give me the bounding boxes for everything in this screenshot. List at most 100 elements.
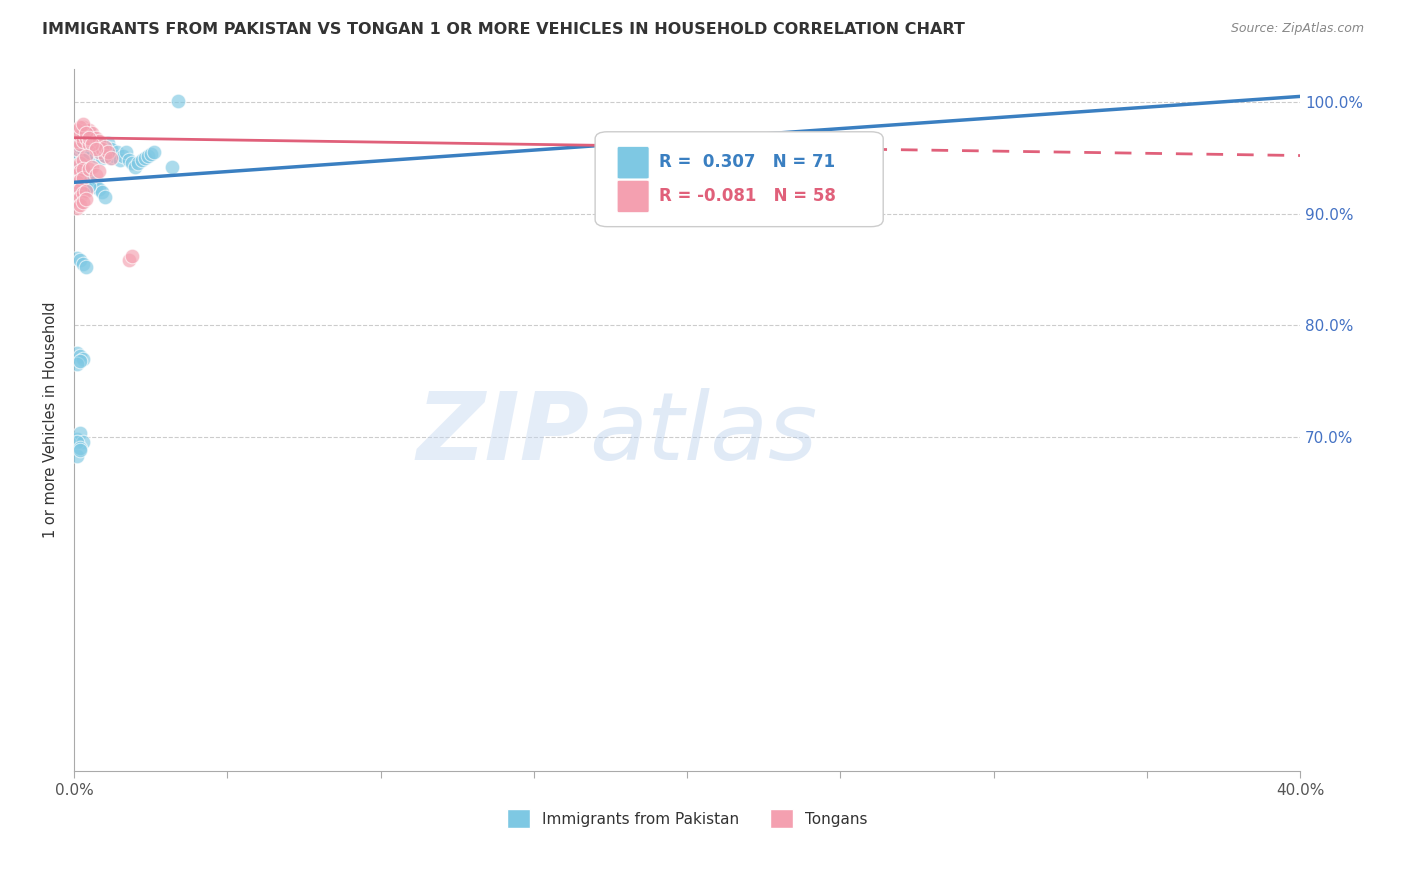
Point bbox=[75, 130, 97, 145]
Point bbox=[136, 148, 159, 162]
Point bbox=[69, 443, 91, 458]
Point bbox=[93, 148, 115, 162]
Text: R = -0.081   N = 58: R = -0.081 N = 58 bbox=[659, 187, 835, 205]
Point bbox=[66, 251, 89, 265]
Point bbox=[100, 151, 122, 165]
Point bbox=[108, 153, 131, 167]
Point bbox=[97, 145, 120, 160]
Point bbox=[90, 151, 112, 165]
Point bbox=[72, 153, 94, 167]
Point bbox=[75, 130, 97, 145]
Y-axis label: 1 or more Vehicles in Household: 1 or more Vehicles in Household bbox=[44, 301, 58, 538]
Point bbox=[75, 123, 97, 137]
Point bbox=[66, 145, 89, 160]
Point bbox=[79, 139, 101, 153]
Point bbox=[84, 148, 107, 162]
Point bbox=[134, 151, 156, 165]
Point bbox=[69, 120, 91, 134]
Point bbox=[66, 142, 89, 156]
Point bbox=[105, 145, 128, 160]
Point bbox=[115, 145, 138, 160]
Point bbox=[90, 186, 112, 200]
Point bbox=[75, 126, 97, 140]
Point bbox=[75, 809, 97, 823]
Point bbox=[79, 145, 101, 160]
Point bbox=[66, 184, 89, 198]
Point bbox=[66, 175, 89, 189]
Point bbox=[66, 160, 89, 174]
Point bbox=[100, 142, 122, 156]
Point bbox=[84, 142, 107, 156]
Point bbox=[69, 173, 91, 187]
Point bbox=[69, 186, 91, 201]
Point bbox=[69, 137, 91, 152]
Point bbox=[87, 134, 110, 148]
Point bbox=[127, 156, 149, 170]
Point bbox=[82, 160, 104, 174]
Point bbox=[82, 134, 104, 148]
Point bbox=[121, 249, 143, 263]
Point bbox=[66, 432, 89, 446]
Point bbox=[75, 192, 97, 206]
Point bbox=[112, 148, 135, 162]
Point bbox=[84, 168, 107, 182]
Point bbox=[79, 173, 101, 187]
Text: IMMIGRANTS FROM PAKISTAN VS TONGAN 1 OR MORE VEHICLES IN HOUSEHOLD CORRELATION C: IMMIGRANTS FROM PAKISTAN VS TONGAN 1 OR … bbox=[42, 22, 965, 37]
Point bbox=[93, 139, 115, 153]
Point bbox=[90, 142, 112, 156]
Point bbox=[121, 156, 143, 170]
Point bbox=[69, 164, 91, 178]
Point bbox=[75, 184, 97, 198]
Point bbox=[93, 148, 115, 162]
Point bbox=[72, 134, 94, 148]
Point bbox=[69, 182, 91, 196]
Point bbox=[79, 130, 101, 145]
Point bbox=[72, 814, 94, 829]
Point bbox=[72, 195, 94, 210]
Point bbox=[131, 153, 153, 167]
Point bbox=[75, 170, 97, 185]
Point bbox=[69, 190, 91, 204]
Point bbox=[97, 145, 120, 160]
Point bbox=[75, 148, 97, 162]
Point bbox=[69, 426, 91, 441]
Point bbox=[66, 201, 89, 215]
Point bbox=[69, 349, 91, 363]
Point bbox=[72, 170, 94, 185]
Point bbox=[84, 130, 107, 145]
Point bbox=[66, 161, 89, 176]
Point bbox=[72, 126, 94, 140]
Point bbox=[69, 168, 91, 182]
Point bbox=[72, 351, 94, 366]
Point bbox=[69, 441, 91, 455]
Point bbox=[87, 182, 110, 196]
Point bbox=[72, 435, 94, 450]
FancyBboxPatch shape bbox=[617, 180, 650, 212]
Point bbox=[79, 161, 101, 176]
Point bbox=[100, 151, 122, 165]
Point bbox=[160, 160, 183, 174]
Point bbox=[69, 128, 91, 143]
Point bbox=[93, 190, 115, 204]
Point bbox=[93, 139, 115, 153]
Point bbox=[79, 178, 101, 193]
Point bbox=[82, 126, 104, 140]
Point bbox=[72, 257, 94, 271]
Point bbox=[84, 139, 107, 153]
Point bbox=[82, 137, 104, 152]
Point bbox=[87, 164, 110, 178]
Point bbox=[79, 123, 101, 137]
Point bbox=[118, 253, 141, 268]
Point bbox=[66, 123, 89, 137]
Point bbox=[66, 346, 89, 360]
Point bbox=[87, 145, 110, 160]
Point bbox=[87, 137, 110, 152]
Legend: Immigrants from Pakistan, Tongans: Immigrants from Pakistan, Tongans bbox=[501, 803, 873, 834]
Point bbox=[75, 148, 97, 162]
Point bbox=[124, 160, 146, 174]
Point bbox=[66, 449, 89, 463]
Point bbox=[66, 435, 89, 450]
FancyBboxPatch shape bbox=[617, 146, 650, 179]
Point bbox=[69, 139, 91, 153]
Point bbox=[84, 139, 107, 153]
